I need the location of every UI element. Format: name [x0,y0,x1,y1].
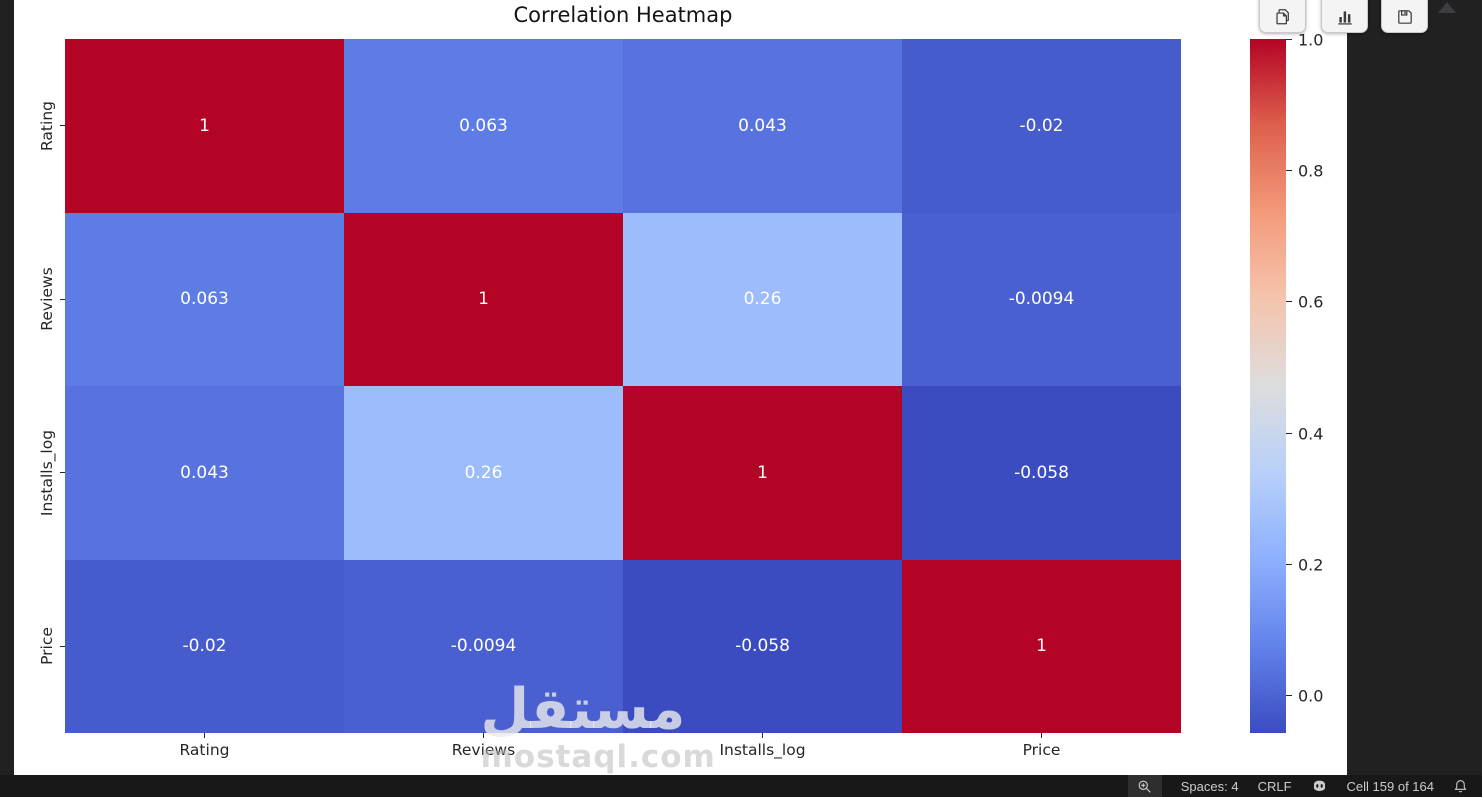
save-icon [1396,8,1414,26]
colorbar-tick-label: 0.6 [1298,292,1324,312]
colorbar-tick [1286,695,1292,697]
y-axis-label: Installs_log [38,429,56,516]
y-axis-tick [60,125,65,127]
x-axis-tick [483,733,485,738]
y-axis-tick [60,472,65,474]
colorbar-tick [1286,170,1292,172]
x-axis-tick [204,733,206,738]
x-axis-label: Rating [179,741,230,759]
y-axis-tick [60,298,65,300]
x-axis-tick [762,733,764,738]
save-output-button[interactable] [1381,0,1428,33]
zoom-in-button[interactable] [1127,775,1162,797]
correlation-heatmap: 1 0.063 0.043 -0.02 0.063 1 0.26 -0.0094… [65,39,1181,733]
watermark-arabic: مستقل [480,677,686,742]
heatmap-cell: 0.063 [344,39,623,213]
heatmap-cell: -0.02 [65,559,344,733]
chart-title: Correlation Heatmap [513,3,733,27]
heatmap-cell: 0.043 [623,39,902,213]
y-axis-label: Rating [38,100,56,151]
colorbar-tick [1286,433,1292,435]
copilot-status-button[interactable] [1311,778,1328,795]
heatmap-cell: 1 [344,212,623,386]
heatmap-cell: 0.26 [344,386,623,560]
matplotlib-figure: Correlation Heatmap 1 0.063 0.043 -0.02 … [14,0,1347,775]
copy-output-button[interactable] [1259,0,1306,33]
x-axis-tick [1041,733,1043,738]
copy-icon [1274,8,1292,26]
colorbar-tick-label: 0.0 [1298,686,1324,706]
heatmap-cell: -0.058 [902,386,1181,560]
colorbar-tick-label: 0.8 [1298,161,1324,181]
colorbar [1250,39,1286,733]
heatmap-cell: 1 [623,386,902,560]
y-axis-label: Price [38,627,56,666]
heatmap-cell: -0.058 [623,559,902,733]
heatmap-cell: 0.26 [623,212,902,386]
colorbar-tick-label: 0.2 [1298,555,1324,575]
x-axis-label: Reviews [451,741,516,759]
bell-icon [1453,779,1468,794]
status-bar: Spaces: 4 CRLF Cell 159 of 164 [0,775,1482,797]
heatmap-cell: -0.0094 [344,559,623,733]
statusbar-eol[interactable]: CRLF [1257,778,1292,794]
heatmap-cell: 0.063 [65,212,344,386]
colorbar-tick [1286,39,1292,41]
colorbar-tick [1286,301,1292,303]
y-axis-tick [60,645,65,647]
scroll-up-icon[interactable] [1438,2,1456,13]
colorbar-tick [1286,564,1292,566]
open-plot-viewer-button[interactable] [1321,0,1368,33]
statusbar-cell-indicator[interactable]: Cell 159 of 164 [1346,778,1434,794]
colorbar-tick-label: 1.0 [1298,30,1324,50]
zoom-in-icon [1137,779,1152,794]
notifications-button[interactable] [1453,779,1468,794]
x-axis-label: Installs_log [719,741,806,759]
x-axis-label: Price [1022,741,1061,759]
heatmap-cell: 0.043 [65,386,344,560]
heatmap-cell: -0.02 [902,39,1181,213]
y-axis-label: Reviews [38,267,56,331]
heatmap-cell: -0.0094 [902,212,1181,386]
bar-chart-icon [1336,8,1354,26]
heatmap-cell: 1 [902,559,1181,733]
statusbar-spaces[interactable]: Spaces: 4 [1180,778,1239,794]
heatmap-cell: 1 [65,39,344,213]
watermark-domain: mostaql.com [480,739,716,775]
colorbar-tick-label: 0.4 [1298,424,1324,444]
copilot-icon [1311,778,1328,795]
